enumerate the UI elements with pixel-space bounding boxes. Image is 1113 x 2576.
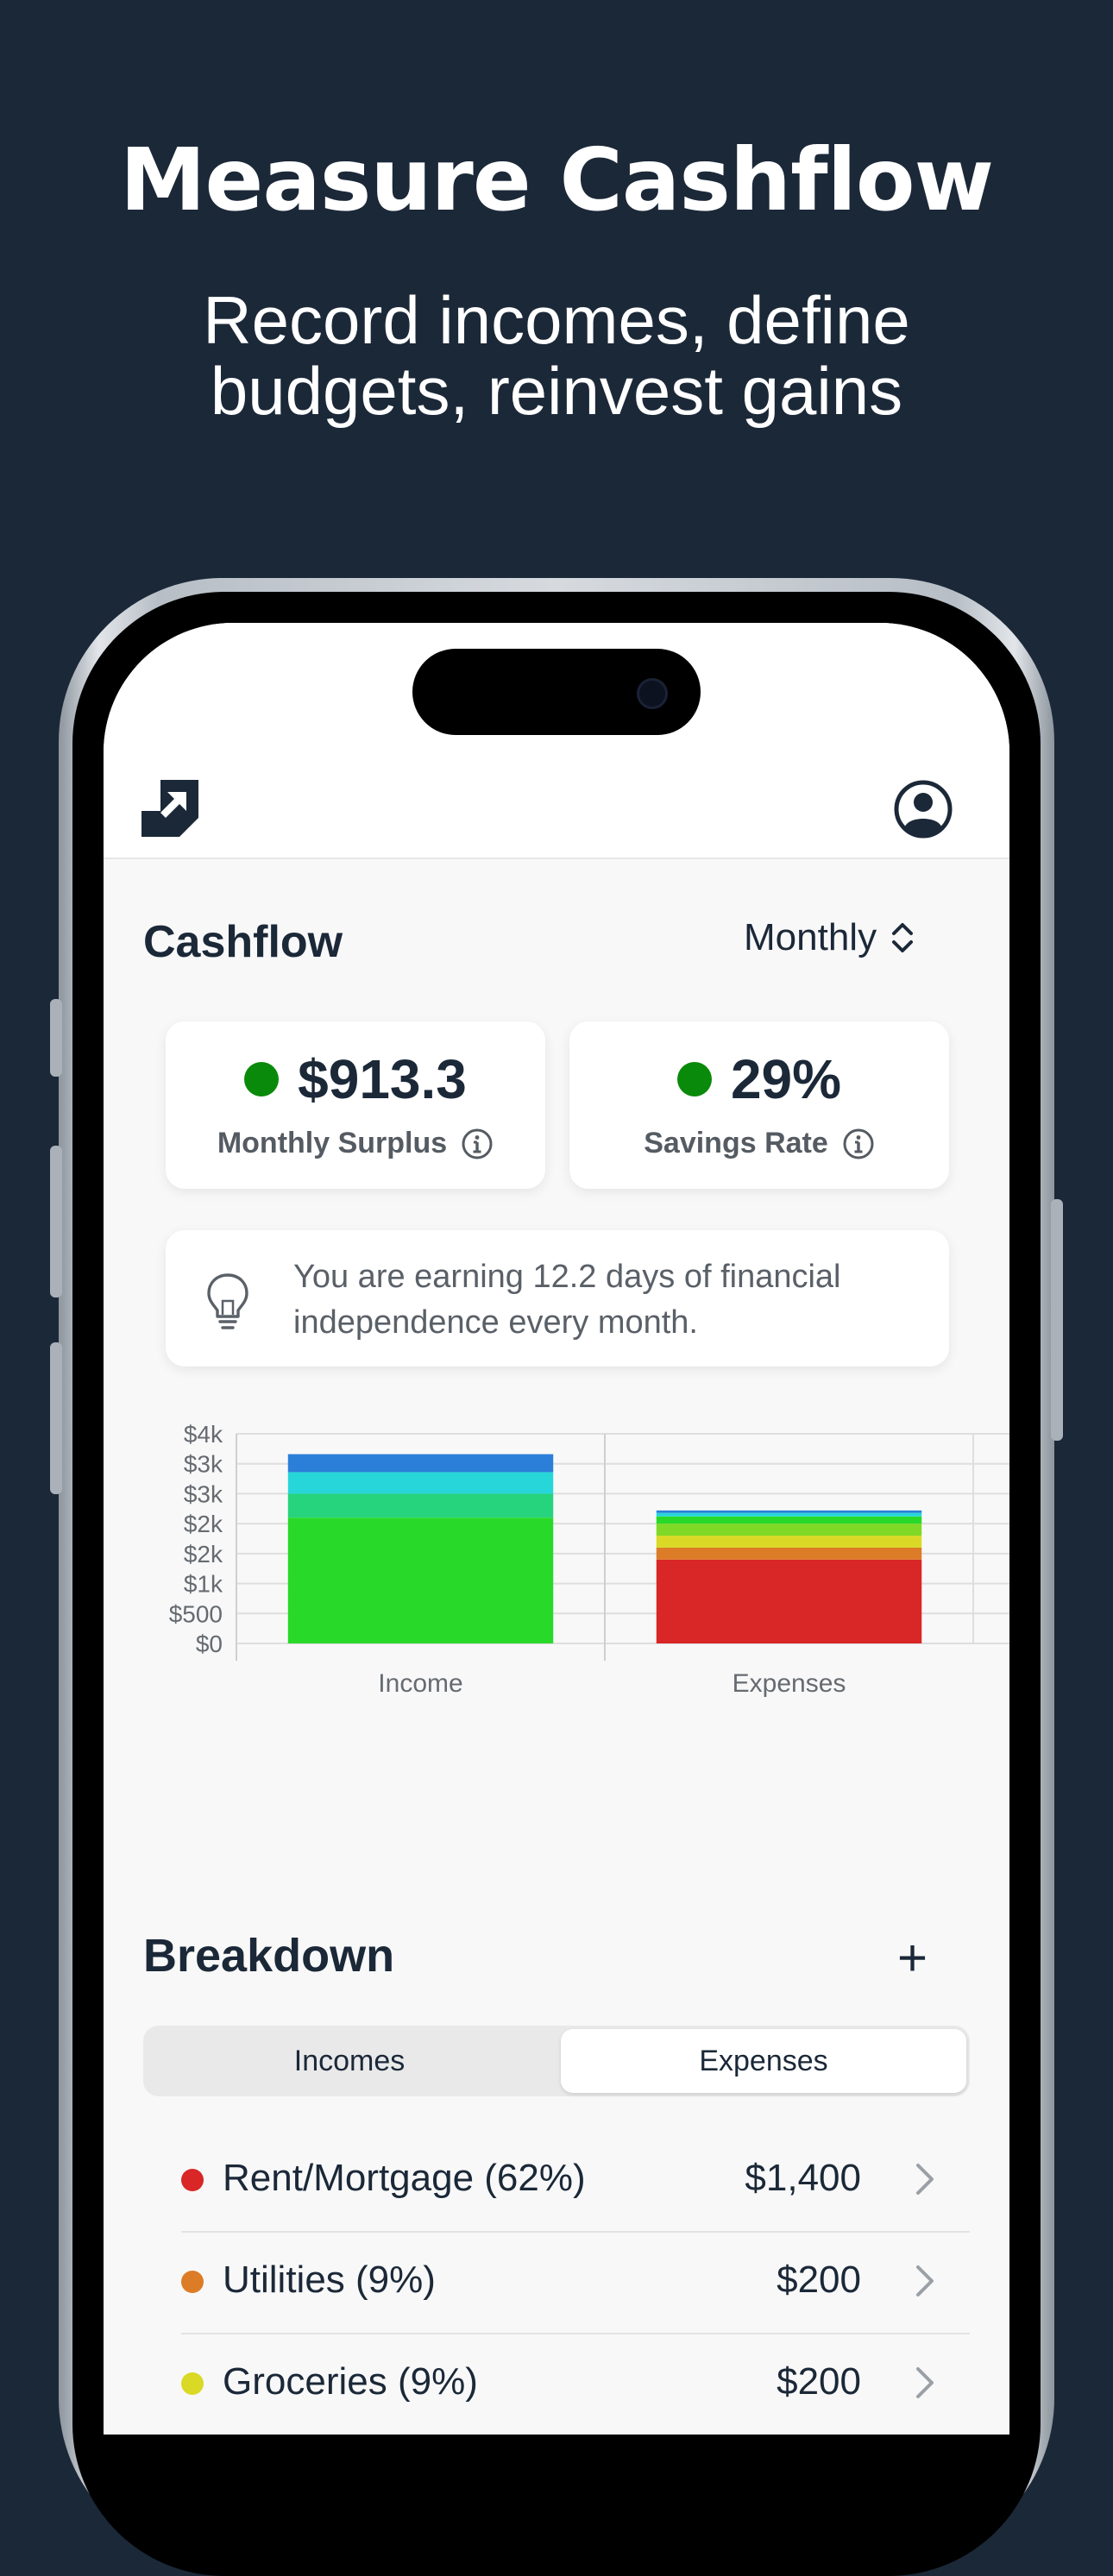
cashflow-chart: $0 $500$1k $2k $2k $3k$3k $4k Income Expenses	[169, 1421, 1009, 1698]
y-tick-label: $1k	[184, 1571, 223, 1598]
monthly-surplus-value: $913.3	[298, 1048, 467, 1110]
bar-segment	[287, 1472, 554, 1494]
category-color-dot	[181, 2169, 204, 2191]
chevron-right-icon	[916, 2367, 934, 2398]
cashflow-title: Cashflow	[143, 917, 343, 967]
list-item-name: Groceries (9%)	[223, 2360, 478, 2403]
info-icon[interactable]	[842, 1128, 875, 1160]
savings-rate-value: 29%	[730, 1048, 842, 1110]
monthly-surplus-label: Monthly Surplus	[217, 1127, 448, 1159]
category-color-dot	[181, 2372, 204, 2395]
app-logo-icon[interactable]	[141, 780, 198, 837]
bar-segment	[656, 1547, 922, 1560]
y-tick-label: $2k	[184, 1541, 223, 1568]
list-item[interactable]: Groceries (9%) $200	[181, 2333, 970, 2435]
hero-subtitle: Record incomes, define budgets, reinvest…	[0, 285, 1113, 426]
x-tick-label: Income	[378, 1669, 462, 1698]
insight-card: You are earning 12.2 days of financial i…	[166, 1230, 949, 1367]
list-item[interactable]: Utilities (9%) $200	[181, 2231, 970, 2334]
y-tick-label: $4k	[184, 1421, 223, 1448]
phone-action-button	[50, 999, 62, 1077]
period-select-value: Monthly	[744, 916, 877, 958]
profile-icon[interactable]	[894, 780, 953, 839]
savings-rate-label: Savings Rate	[644, 1127, 828, 1159]
phone-volume-down-button	[50, 1342, 62, 1494]
add-button[interactable]: +	[897, 1929, 928, 1987]
y-tick-label: $2k	[184, 1511, 223, 1537]
tab-incomes[interactable]: Incomes	[293, 2044, 406, 2077]
period-select[interactable]: Monthly	[744, 916, 916, 959]
savings-rate-value-row: 29%	[569, 1047, 949, 1111]
status-dot-icon	[676, 1062, 712, 1096]
chevron-right-icon	[916, 2164, 934, 2195]
info-icon[interactable]	[461, 1128, 494, 1160]
monthly-surplus-label-row: Monthly Surplus	[166, 1127, 545, 1160]
status-dot-icon	[244, 1062, 280, 1096]
bar-segment	[287, 1493, 554, 1518]
bar-segment	[287, 1517, 554, 1643]
tab-expenses[interactable]: Expenses	[561, 2029, 966, 2093]
list-item-amount: $200	[777, 2259, 861, 2301]
bar-segment	[656, 1536, 922, 1548]
bar-segment	[656, 1524, 922, 1536]
list-item-amount: $200	[777, 2360, 861, 2403]
chevron-right-icon	[916, 2265, 934, 2296]
y-tick-label: $3k	[184, 1451, 223, 1478]
hero-subtitle-line-1: Record incomes, define	[203, 282, 910, 358]
insight-text: You are earning 12.2 days of financial i…	[293, 1259, 841, 1341]
phone-power-button	[1051, 1199, 1063, 1441]
monthly-surplus-card: $913.3 Monthly Surplus	[166, 1021, 545, 1189]
savings-rate-card: 29% Savings Rate	[569, 1021, 949, 1189]
y-tick-label: $0	[196, 1630, 223, 1657]
phone-screen: Cashflow Monthly $913.3 Monthly Surplus	[104, 623, 1009, 2435]
breakdown-tabs: Incomes Expenses	[143, 2026, 970, 2096]
list-item-name: Utilities (9%)	[223, 2259, 436, 2301]
hero-subtitle-line-2: budgets, reinvest gains	[210, 353, 903, 429]
chevron-up-down-icon	[892, 923, 914, 952]
bar-segment	[287, 1454, 554, 1473]
category-color-dot	[181, 2271, 204, 2293]
bar-segment	[656, 1516, 922, 1524]
breakdown-title: Breakdown	[143, 1930, 395, 1982]
list-item[interactable]: Rent/Mortgage (62%) $1,400	[181, 2129, 970, 2233]
bar-segment	[656, 1512, 922, 1517]
phone-volume-up-button	[50, 1146, 62, 1297]
x-tick-label: Expenses	[733, 1669, 846, 1698]
bar-segment	[656, 1559, 922, 1643]
bar-segment	[656, 1510, 922, 1513]
savings-rate-label-row: Savings Rate	[569, 1127, 949, 1160]
lightbulb-icon	[207, 1273, 248, 1329]
front-camera-icon	[637, 678, 668, 709]
y-tick-label: $3k	[184, 1480, 223, 1507]
list-item-amount: $1,400	[745, 2157, 861, 2199]
hero-title: Measure Cashflow	[120, 129, 994, 230]
monthly-surplus-value-row: $913.3	[166, 1047, 545, 1111]
y-tick-label: $500	[169, 1600, 223, 1627]
list-item-name: Rent/Mortgage (62%)	[223, 2157, 586, 2199]
